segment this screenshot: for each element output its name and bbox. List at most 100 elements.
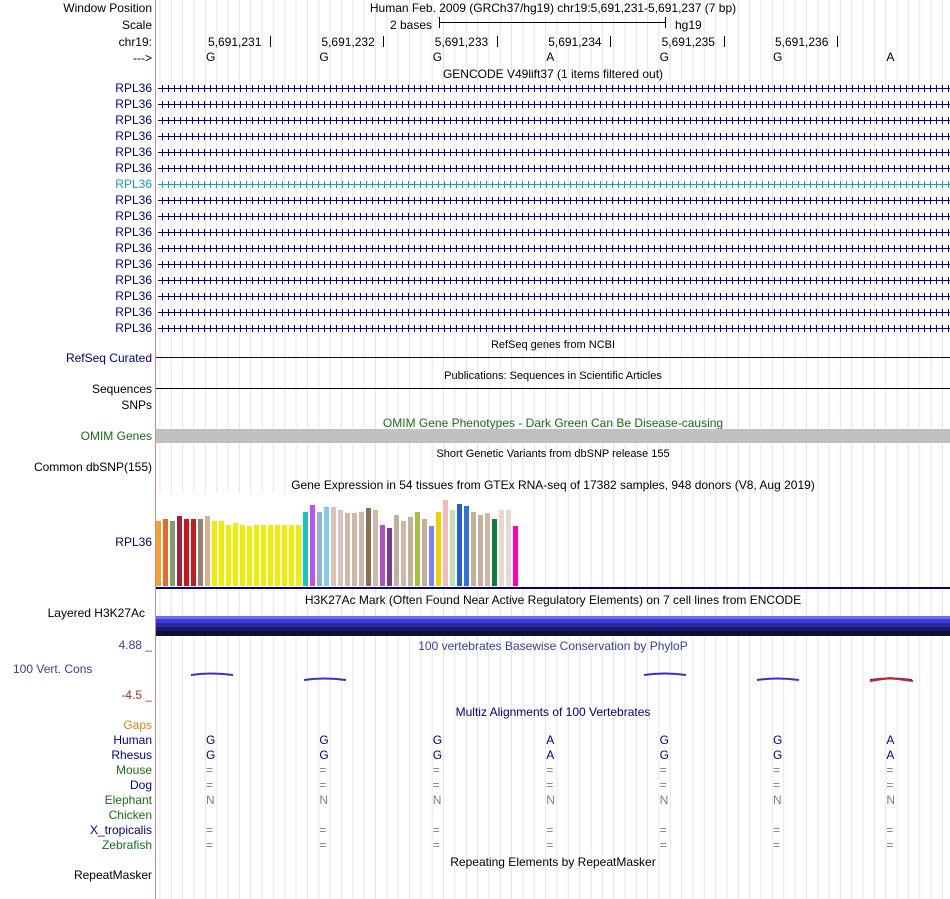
gencode-gene-feature[interactable] xyxy=(158,245,950,252)
gtex-tissue-bar[interactable] xyxy=(233,523,238,586)
gencode-gene-label[interactable]: RPL36 xyxy=(115,145,152,159)
gtex-tissue-bar[interactable] xyxy=(226,525,231,586)
gtex-tissue-bar[interactable] xyxy=(492,519,497,586)
gtex-tissue-bar[interactable] xyxy=(408,517,413,586)
gtex-tissue-bar[interactable] xyxy=(359,512,364,586)
gencode-gene-label[interactable]: RPL36 xyxy=(115,209,152,223)
gtex-tissue-bar[interactable] xyxy=(401,521,406,586)
species-label[interactable]: Zebrafish xyxy=(101,838,152,852)
gtex-tissue-bar[interactable] xyxy=(513,526,518,586)
gtex-tissue-bar[interactable] xyxy=(429,526,434,586)
gtex-tissue-bar[interactable] xyxy=(317,512,322,586)
gtex-tissue-bar[interactable] xyxy=(310,505,315,586)
gencode-gene-feature[interactable] xyxy=(158,133,950,140)
gencode-gene-label[interactable]: RPL36 xyxy=(115,113,152,127)
species-label[interactable]: Mouse xyxy=(115,763,152,777)
gencode-gene-label[interactable]: RPL36 xyxy=(115,161,152,175)
track-image-area[interactable]: Human Feb. 2009 (GRCh37/hg19) chr19:5,69… xyxy=(156,0,950,899)
gencode-gene-feature[interactable] xyxy=(158,117,950,124)
gencode-gene-label[interactable]: RPL36 xyxy=(115,305,152,319)
gtex-tissue-bar[interactable] xyxy=(331,507,336,586)
gtex-tissue-bar[interactable] xyxy=(450,510,455,586)
species-label[interactable]: Elephant xyxy=(104,793,152,807)
phylop-label[interactable]: 100 Vert. Cons xyxy=(13,662,93,676)
sequences-label[interactable]: Sequences xyxy=(91,382,152,396)
snps-label[interactable]: SNPs xyxy=(121,398,152,412)
gtex-tissue-bar[interactable] xyxy=(345,513,350,586)
gencode-gene-feature[interactable] xyxy=(158,325,950,332)
publications-line[interactable] xyxy=(156,388,950,389)
gtex-tissue-bar[interactable] xyxy=(219,521,224,586)
h3k27ac-label[interactable]: Layered H3K27Ac xyxy=(47,606,145,620)
gtex-tissue-bar[interactable] xyxy=(366,508,371,586)
gtex-tissue-bar[interactable] xyxy=(282,525,287,586)
gencode-gene-label[interactable]: RPL36 xyxy=(115,273,152,287)
gtex-tissue-bar[interactable] xyxy=(387,528,392,586)
gtex-tissue-bar[interactable] xyxy=(352,513,357,586)
gtex-tissue-bar[interactable] xyxy=(163,519,168,586)
repeatmasker-label[interactable]: RepeatMasker xyxy=(73,868,152,882)
gencode-gene-label[interactable]: RPL36 xyxy=(115,321,152,335)
gtex-tissue-bar[interactable] xyxy=(156,521,161,586)
gtex-tissue-bar[interactable] xyxy=(303,512,308,586)
gtex-tissue-bar[interactable] xyxy=(296,525,301,586)
gencode-gene-label[interactable]: RPL36 xyxy=(115,177,152,191)
gencode-gene-feature[interactable] xyxy=(158,261,950,268)
species-label[interactable]: Human xyxy=(113,733,152,747)
gtex-tissue-bar[interactable] xyxy=(289,525,294,586)
gencode-gene-feature[interactable] xyxy=(158,277,950,284)
gtex-tissue-bar[interactable] xyxy=(247,526,252,586)
gtex-tissue-bar[interactable] xyxy=(268,525,273,586)
gencode-gene-feature[interactable] xyxy=(158,85,950,92)
gtex-tissue-bar[interactable] xyxy=(478,515,483,586)
gtex-tissue-bar[interactable] xyxy=(338,510,343,586)
species-label[interactable]: Dog xyxy=(129,778,152,792)
gencode-gene-feature[interactable] xyxy=(158,213,950,220)
gencode-gene-label[interactable]: RPL36 xyxy=(115,289,152,303)
gtex-tissue-bar[interactable] xyxy=(261,525,266,586)
gencode-gene-label[interactable]: RPL36 xyxy=(115,193,152,207)
gtex-tissue-bar[interactable] xyxy=(506,510,511,586)
gtex-tissue-bar[interactable] xyxy=(198,519,203,586)
gtex-tissue-bar[interactable] xyxy=(254,525,259,586)
gtex-bar-chart[interactable] xyxy=(156,493,531,586)
gencode-gene-feature[interactable] xyxy=(158,149,950,156)
gtex-tissue-bar[interactable] xyxy=(191,519,196,586)
gtex-tissue-bar[interactable] xyxy=(380,525,385,586)
gencode-gene-feature[interactable] xyxy=(158,165,950,172)
gencode-gene-label[interactable]: RPL36 xyxy=(115,241,152,255)
gtex-tissue-bar[interactable] xyxy=(436,512,441,586)
gtex-gene-label[interactable]: RPL36 xyxy=(115,535,152,549)
gtex-tissue-bar[interactable] xyxy=(394,515,399,586)
gencode-gene-feature[interactable] xyxy=(158,309,950,316)
gtex-tissue-bar[interactable] xyxy=(471,512,476,586)
gencode-gene-label[interactable]: RPL36 xyxy=(115,257,152,271)
gtex-tissue-bar[interactable] xyxy=(464,506,469,586)
gtex-tissue-bar[interactable] xyxy=(324,507,329,586)
gtex-tissue-bar[interactable] xyxy=(415,512,420,586)
dbsnp-label[interactable]: Common dbSNP(155) xyxy=(33,460,152,474)
gencode-gene-feature[interactable] xyxy=(158,293,950,300)
gtex-tissue-bar[interactable] xyxy=(184,519,189,586)
gtex-tissue-bar[interactable] xyxy=(240,525,245,586)
gencode-gene-label[interactable]: RPL36 xyxy=(115,129,152,143)
gtex-tissue-bar[interactable] xyxy=(443,500,448,586)
gtex-tissue-bar[interactable] xyxy=(499,510,504,586)
gencode-gene-feature[interactable] xyxy=(158,229,950,236)
gencode-gene-feature[interactable] xyxy=(158,197,950,204)
phylop-signal[interactable] xyxy=(156,660,950,700)
omim-label[interactable]: OMIM Genes xyxy=(80,429,152,443)
gtex-tissue-bar[interactable] xyxy=(373,510,378,586)
gtex-tissue-bar[interactable] xyxy=(170,521,175,586)
omim-gene-bar[interactable] xyxy=(156,429,950,443)
gencode-gene-label[interactable]: RPL36 xyxy=(115,97,152,111)
gtex-tissue-bar[interactable] xyxy=(457,504,462,586)
h3k27ac-signal[interactable] xyxy=(156,616,950,636)
refseq-label[interactable]: RefSeq Curated xyxy=(65,351,152,365)
gencode-gene-label[interactable]: RPL36 xyxy=(115,225,152,239)
species-label[interactable]: X_tropicalis xyxy=(89,823,152,837)
gtex-tissue-bar[interactable] xyxy=(212,521,217,586)
gtex-tissue-bar[interactable] xyxy=(177,516,182,586)
species-label[interactable]: Rhesus xyxy=(111,748,152,762)
refseq-gene-line[interactable] xyxy=(156,357,950,358)
